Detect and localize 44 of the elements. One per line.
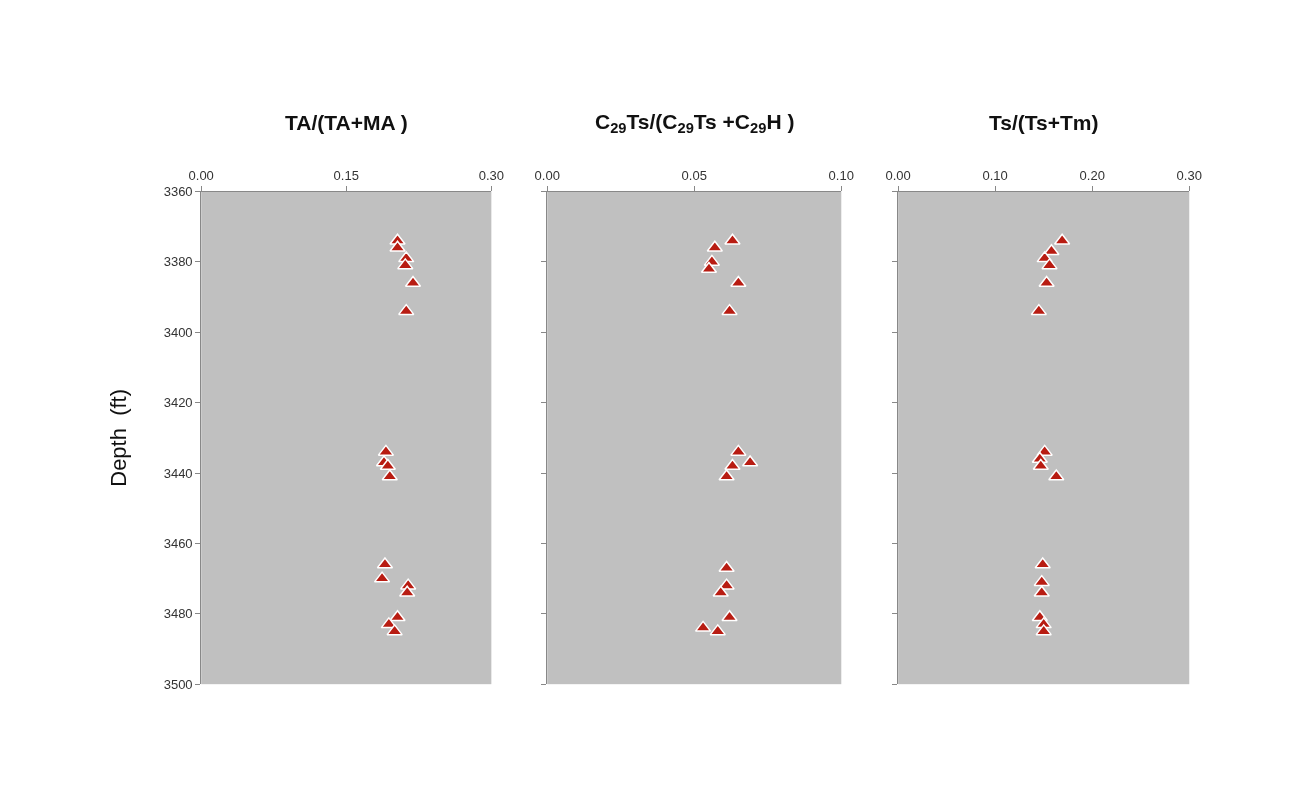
y-tick-label: 3440 — [163, 465, 193, 481]
point — [397, 258, 414, 270]
y-tick-label: 3360 — [163, 184, 193, 200]
x-tick-label: 0.10 — [982, 168, 1008, 184]
chart-title: TA/(TA+MA ) — [285, 111, 408, 134]
y-tick-label: 3420 — [163, 395, 193, 411]
point — [397, 303, 415, 316]
point — [404, 275, 422, 288]
point — [718, 469, 735, 481]
chart-title: C$_{29}$Ts/(C$_{29}$Ts +C$_{29}$H ) — [595, 110, 795, 137]
y-tick-label: 3380 — [163, 254, 193, 270]
y-tick-label: 3460 — [163, 535, 193, 551]
point — [724, 458, 741, 470]
x-tick-label: 0.00 — [188, 168, 214, 184]
point — [1030, 303, 1048, 316]
x-tick-label: 0.00 — [885, 168, 911, 184]
point — [724, 233, 741, 245]
y-axis-title: Depth (ft) — [106, 388, 132, 487]
point — [389, 610, 406, 622]
point — [721, 303, 738, 316]
y-tick-label: 3500 — [163, 676, 193, 692]
point — [730, 444, 747, 456]
point — [1038, 275, 1055, 288]
x-tick-label: 0.30 — [478, 168, 504, 184]
x-tick-label: 0.30 — [1176, 168, 1202, 184]
point — [386, 624, 403, 636]
x-tick-label: 0.10 — [828, 168, 854, 184]
point — [389, 240, 406, 252]
x-tick-label: 0.05 — [681, 168, 707, 184]
point — [1048, 469, 1065, 481]
point — [1035, 624, 1052, 636]
x-tick-label: 0.00 — [534, 168, 560, 184]
point — [718, 560, 735, 573]
point — [712, 585, 729, 597]
x-tick-label: 0.20 — [1079, 168, 1105, 184]
y-tick-label: 3400 — [163, 324, 193, 340]
point — [730, 275, 747, 288]
x-tick-label: 0.15 — [333, 168, 359, 184]
point — [721, 610, 738, 622]
point — [1033, 574, 1051, 587]
point — [1034, 557, 1051, 569]
y-tick-label: 3480 — [163, 606, 193, 622]
point — [1041, 258, 1058, 270]
chart-title: Ts/(Ts+Tm) — [989, 111, 1099, 134]
